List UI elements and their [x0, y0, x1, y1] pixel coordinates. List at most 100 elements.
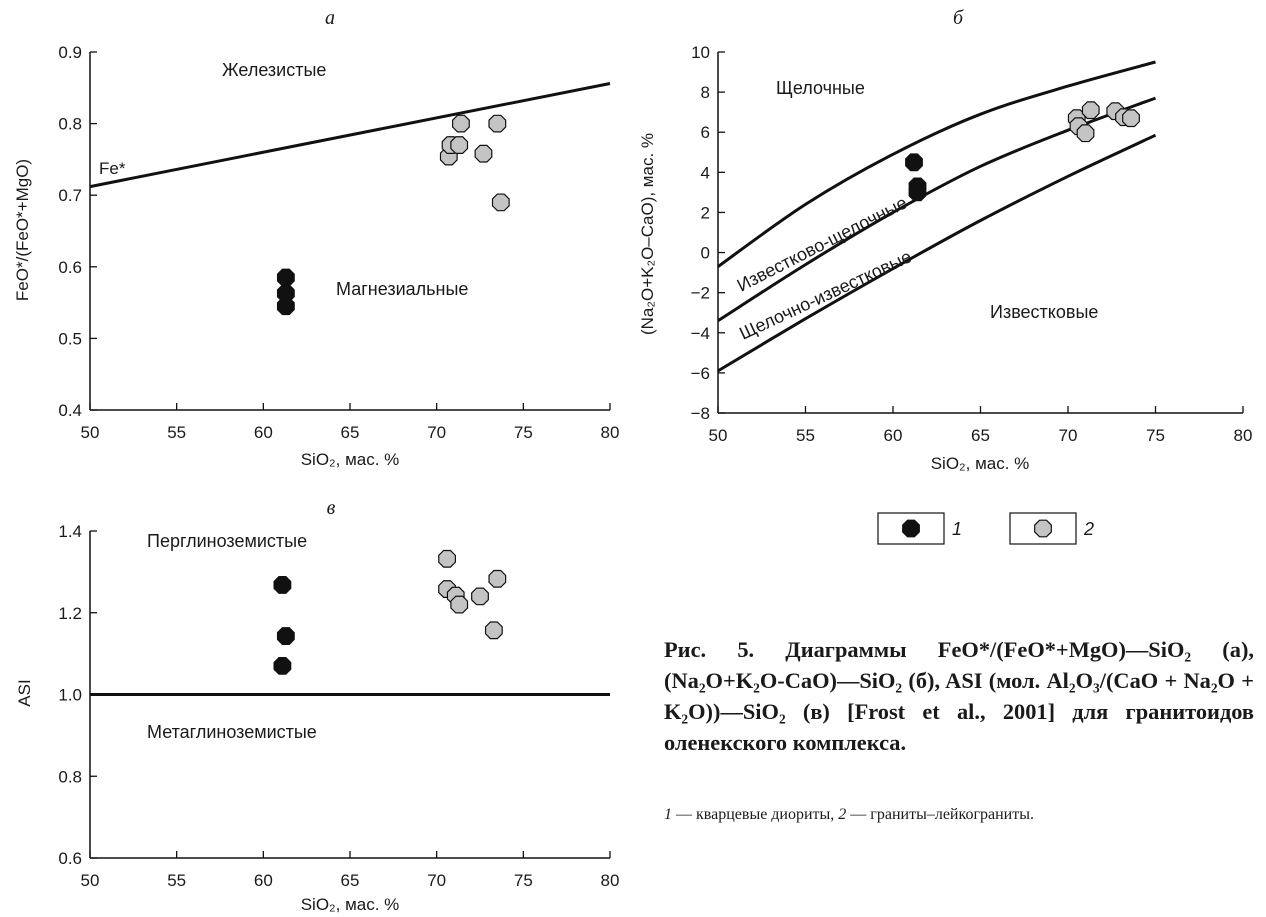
panel-a-point-series-1: [276, 268, 295, 287]
panel-v-point-series-2: [438, 549, 456, 568]
panel-b-ytick-label: 4: [701, 163, 710, 182]
panel-a-ytick-label: 0.8: [58, 115, 82, 134]
panel-b-xtick-label: 50: [709, 426, 728, 445]
legend-label-2: 2: [1083, 519, 1094, 539]
panel-b-ticks: 50 55 60 65 70 75 80 −8 −6 −4 −2 0 2 4 6 8 10: [691, 43, 1253, 445]
panel-v-xtick-label: 50: [81, 871, 100, 890]
panel-b-point-series-2: [1081, 101, 1100, 120]
panel-b-ytick-label: 0: [701, 244, 710, 263]
legend-note-num-2: 2: [838, 806, 847, 823]
panel-b-ytick-label: 2: [701, 203, 710, 222]
panel-v-point-series-1: [273, 656, 292, 675]
panel-b-boundary-line-3: [717, 133, 1157, 373]
panel-b-point-series-1: [905, 153, 923, 172]
legend-label-1: 1: [952, 519, 962, 539]
panel-a-xtick-label: 65: [341, 423, 360, 442]
panel-v-xlabel: SiO₂, мас. %: [301, 895, 400, 914]
panel-b-region-alkali-calcic: Щелочно-известковые: [736, 246, 914, 343]
panel-a-xtick-label: 60: [254, 423, 273, 442]
panel-v-xtick-label: 80: [601, 871, 620, 890]
legend-marker-1-shape: [902, 519, 920, 538]
panel-a-xtick-label: 55: [167, 423, 186, 442]
panel-a-point-series-1: [276, 297, 295, 316]
panel-a-region-magnesian: Магнезиальные: [336, 279, 468, 299]
panel-b-xtick-label: 80: [1234, 426, 1253, 445]
panel-a-point-series-2: [450, 136, 469, 154]
panel-a: а 50 55 60 65 70 75 80 0.4 0.5 0.6 0.7 0.8 0.9 Fe* Ж…: [13, 7, 619, 469]
panel-a-xtick-label: 50: [81, 423, 100, 442]
panel-v-ticks: 50 55 60 65 70 75 80 0.6 0.8 1.0 1.2 1.4: [58, 522, 619, 890]
legend-note-text-2: — граниты–лейкограниты.: [846, 806, 1034, 823]
panel-b-ytick-label: 6: [701, 123, 710, 142]
panel-b-xtick-label: 75: [1146, 426, 1165, 445]
panel-v-ylabel: ASI: [15, 679, 34, 706]
panel-b-region-alkalic: Щелочные: [776, 78, 865, 98]
panel-v-ytick-label: 1.0: [58, 686, 82, 705]
panel-a-points: [276, 114, 510, 316]
panel-b-xtick-label: 60: [884, 426, 903, 445]
panel-v-region-metaluminous: Метаглиноземистые: [147, 722, 317, 742]
panel-v-xtick-label: 65: [341, 871, 360, 890]
panel-v-xtick-label: 70: [427, 871, 446, 890]
panel-v-point-series-2: [488, 569, 507, 588]
panel-a-ylabel: FeO*/(FeO*+MgO): [13, 159, 32, 301]
panel-b-region-calc-alkalic: Известково-щелочные: [734, 192, 910, 295]
panel-b-ytick-label: −8: [691, 404, 710, 423]
panel-b-xtick-label: 70: [1059, 426, 1078, 445]
legend-explanation: 1 — кварцевые диориты, 2 — граниты–лейко…: [664, 806, 1254, 824]
panel-v-point-series-2: [450, 595, 469, 614]
panel-a-axes: [89, 52, 610, 411]
panel-a-xtick-label: 70: [427, 423, 446, 442]
panel-b-point-series-2: [1122, 109, 1140, 128]
legend-box-1: [877, 512, 945, 545]
panel-v-title: в: [327, 497, 336, 519]
panel-v-point-series-1: [273, 576, 292, 594]
legend-box-2: [1009, 512, 1077, 545]
panel-v-ytick-label: 0.8: [58, 767, 82, 786]
panel-b-xtick-label: 55: [796, 426, 815, 445]
panel-v-xtick-label: 60: [254, 871, 273, 890]
panel-b-xlabel: SiO₂, мас. %: [931, 454, 1030, 473]
figure-caption: Рис. 5. Диаграммы FeO*/(FeO*+MgO)—SiO₂ (…: [664, 637, 1254, 755]
panel-b-region-calcic: Известковые: [990, 302, 1098, 322]
panel-v-region-peraluminous: Перглиноземистые: [147, 531, 307, 551]
panel-a-point-series-2: [488, 114, 507, 133]
panel-a-point-series-2: [452, 114, 470, 133]
legend-marker-2: [1034, 519, 1052, 538]
panel-a-point-series-2: [474, 144, 493, 163]
panel-a-title: а: [325, 7, 335, 29]
legend-note-num-1: 1: [664, 806, 672, 823]
panel-a-point-series-2: [491, 193, 510, 212]
panel-b-ylabel: (Na₂O+K₂O–CaO), мас. %: [638, 133, 657, 335]
panel-a-ytick-label: 0.9: [58, 43, 82, 62]
panel-a-boundary-lines: [89, 82, 611, 189]
panel-v-xtick-label: 75: [514, 871, 533, 890]
panel-a-ytick-label: 0.5: [58, 329, 82, 348]
panel-b-points: [905, 101, 1140, 202]
panel-v-point-series-2: [471, 587, 489, 606]
panel-a-ticks: 50 55 60 65 70 75 80 0.4 0.5 0.6 0.7 0.8 0.9: [58, 43, 619, 442]
panel-a-fe-line-label: Fe*: [99, 159, 126, 178]
legend-marker-2-shape: [1034, 519, 1052, 538]
panel-a-xtick-label: 75: [514, 423, 533, 442]
legend-marker-1: [902, 519, 920, 538]
panel-b-ytick-label: 10: [691, 43, 710, 62]
panel-a-xtick-label: 80: [601, 423, 620, 442]
panel-v: в 50 55 60 65 70 75 80 0.6 0.8 1.0 1.2 1.4 Перглино…: [15, 497, 619, 914]
panel-b-axes: [717, 52, 1243, 414]
panel-b-ytick-label: −6: [691, 364, 710, 383]
panel-v-point-series-1: [276, 627, 295, 645]
panel-v-ytick-label: 1.2: [58, 604, 82, 623]
panel-a-boundary-line-1: [89, 82, 611, 189]
panel-b-title: б: [953, 7, 964, 29]
panel-v-points: [273, 549, 507, 675]
panel-a-ytick-label: 0.6: [58, 258, 82, 277]
panel-v-point-series-2: [484, 621, 503, 640]
panel-a-xlabel: SiO₂, мас. %: [301, 450, 400, 469]
panel-a-ytick-label: 0.4: [58, 401, 82, 420]
panel-b-point-series-1: [908, 183, 927, 202]
panel-a-region-ferroan: Железистые: [222, 60, 326, 80]
panel-b-ytick-label: 8: [701, 83, 710, 102]
panel-b: б 50 55 60 65 70 75 80 −8 −6 −4 −2 0 2 4 6 8 10 Щелочные…: [638, 7, 1252, 473]
